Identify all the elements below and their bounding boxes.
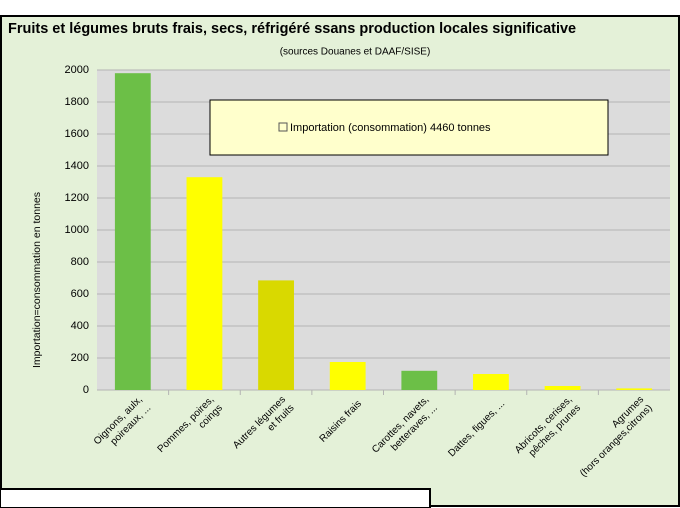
y-tick-label: 2000 bbox=[65, 64, 89, 76]
bar bbox=[473, 374, 509, 390]
bar bbox=[114, 73, 151, 390]
bar bbox=[401, 370, 438, 390]
bar bbox=[258, 280, 294, 390]
y-tick-label: 600 bbox=[71, 288, 89, 300]
y-tick-label: 400 bbox=[71, 320, 89, 332]
overlapping-window bbox=[0, 488, 431, 508]
y-tick-label: 1400 bbox=[65, 160, 89, 172]
bar bbox=[544, 386, 581, 390]
y-tick-label: 1000 bbox=[65, 224, 89, 236]
bar bbox=[616, 388, 653, 390]
y-axis-label: Importation=consommation en tonnes bbox=[31, 192, 43, 368]
chart-title: Fruits et légumes bruts frais, secs, réf… bbox=[8, 21, 576, 37]
legend-swatch bbox=[278, 122, 288, 132]
y-tick-label: 1200 bbox=[65, 192, 89, 204]
y-tick-label: 800 bbox=[71, 256, 89, 268]
y-tick-label: 1800 bbox=[65, 96, 89, 108]
bar bbox=[186, 177, 223, 390]
legend: Importation (consommation) 4460 tonnes bbox=[209, 99, 609, 156]
chart-subtitle: (sources Douanes et DAAF/SISE) bbox=[280, 47, 431, 58]
bar bbox=[329, 362, 366, 390]
y-tick-label: 200 bbox=[71, 352, 89, 364]
y-tick-label: 1600 bbox=[65, 128, 89, 140]
legend-label: Importation (consommation) 4460 tonnes bbox=[290, 122, 491, 134]
legend-box bbox=[209, 99, 609, 156]
y-tick-label: 0 bbox=[83, 384, 89, 396]
